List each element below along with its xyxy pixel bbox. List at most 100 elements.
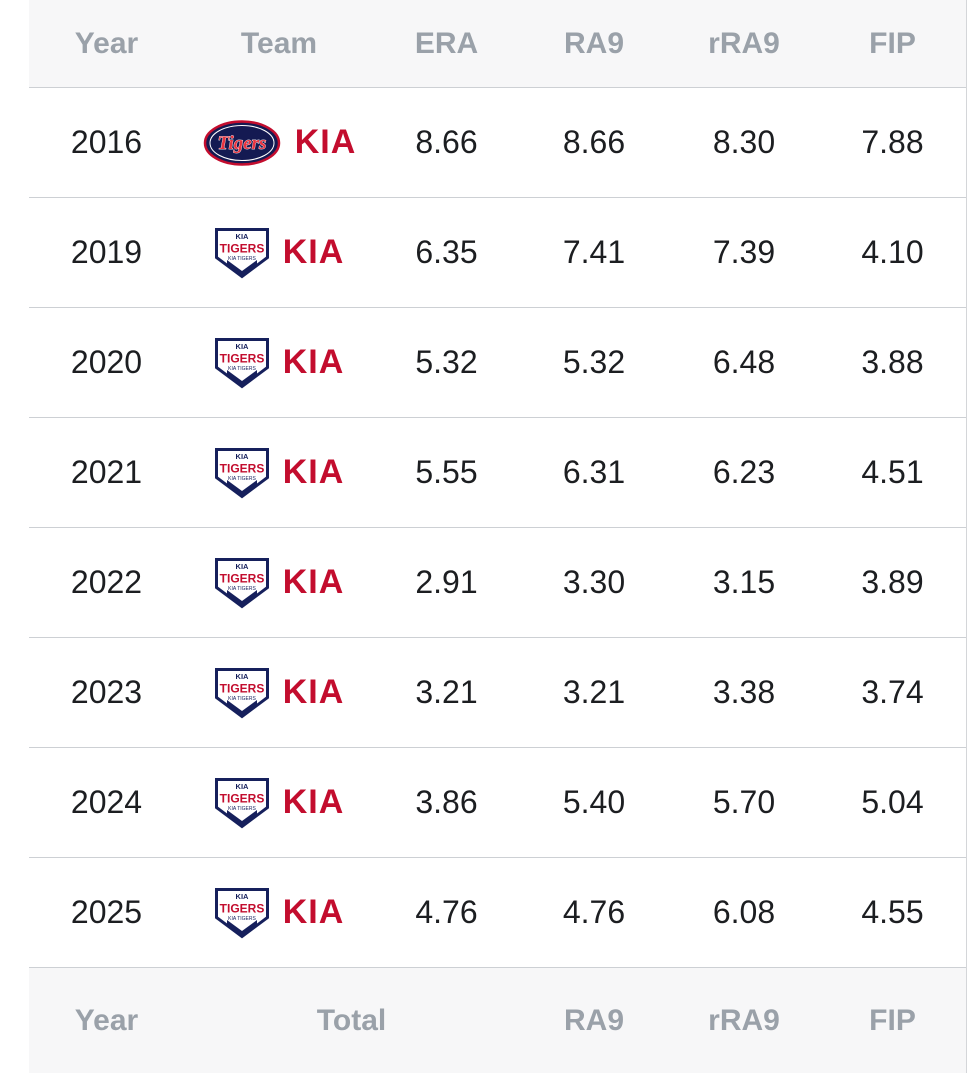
team-cell[interactable]: Tigers KIA TIGERS KIA TIGERS KIA (184, 667, 374, 719)
svg-text:TIGERS: TIGERS (219, 461, 264, 475)
team-name[interactable]: KIA (282, 343, 345, 381)
svg-text:TIGERS: TIGERS (219, 791, 264, 805)
header-era: ERA (414, 26, 479, 60)
era-cell: 4.76 (415, 894, 478, 930)
table-row: 2016 Tigers KIA TIGERS KIA TIGERS (29, 88, 966, 198)
header-rra9: rRA9 (708, 26, 780, 60)
header-team: Team (240, 26, 318, 60)
tigers-shield-logo-icon: KIA TIGERS KIA TIGERS (214, 667, 270, 719)
team-name[interactable]: KIA (282, 893, 345, 931)
tigers-shield-logo-icon: KIA TIGERS KIA TIGERS (214, 777, 270, 829)
fip-cell: 4.10 (861, 234, 924, 270)
era-cell: 3.86 (415, 784, 478, 820)
era-cell: 8.66 (415, 124, 478, 160)
team-name[interactable]: KIA (282, 453, 345, 491)
svg-text:Tigers: Tigers (217, 133, 266, 154)
year-cell: 2025 (70, 894, 143, 930)
ra9-cell: 8.66 (562, 124, 626, 160)
header-year: Year (74, 26, 139, 60)
team-cell[interactable]: Tigers KIA TIGERS KIA TIGERS KIA (184, 119, 374, 167)
svg-text:TIGERS: TIGERS (219, 351, 264, 365)
rra9-cell: 6.48 (712, 344, 776, 380)
team-cell[interactable]: Tigers KIA TIGERS KIA TIGERS KIA (184, 557, 374, 609)
ra9-cell: 3.21 (562, 674, 626, 710)
footer-total: Total (316, 1003, 387, 1037)
team-cell[interactable]: Tigers KIA TIGERS KIA TIGERS KIA (184, 887, 374, 939)
svg-text:TIGERS: TIGERS (219, 901, 264, 915)
ra9-cell: 4.76 (562, 894, 626, 930)
table-row: 2022 Tigers KIA TIGERS KIA TIGERS (29, 528, 966, 638)
table-row: 2019 Tigers KIA TIGERS KIA TIGERS (29, 198, 966, 308)
footer-ra9: RA9 (563, 1003, 624, 1037)
rra9-cell: 3.15 (712, 564, 776, 600)
ra9-cell: 5.32 (562, 344, 626, 380)
table-row: 2023 Tigers KIA TIGERS KIA TIGERS (29, 638, 966, 748)
rra9-cell: 6.23 (712, 454, 776, 490)
tigers-shield-logo-icon: KIA TIGERS KIA TIGERS (214, 227, 270, 279)
year-cell: 2020 (70, 344, 143, 380)
era-cell: 2.91 (415, 564, 478, 600)
year-cell: 2023 (70, 674, 143, 710)
svg-text:TIGERS: TIGERS (219, 571, 264, 585)
svg-text:KIA: KIA (235, 562, 249, 571)
svg-text:KIA TIGERS: KIA TIGERS (228, 586, 256, 592)
era-cell: 5.55 (415, 454, 478, 490)
team-name[interactable]: KIA (294, 123, 357, 161)
ra9-cell: 3.30 (562, 564, 626, 600)
year-cell: 2022 (70, 564, 143, 600)
footer-rra9: rRA9 (708, 1003, 780, 1037)
era-cell: 6.35 (415, 234, 478, 270)
rra9-cell: 5.70 (712, 784, 776, 820)
era-cell: 5.32 (415, 344, 478, 380)
tigers-shield-logo-icon: KIA TIGERS KIA TIGERS (214, 337, 270, 389)
tigers-shield-logo-icon: KIA TIGERS KIA TIGERS (214, 447, 270, 499)
era-cell: 3.21 (415, 674, 478, 710)
year-cell: 2016 (70, 124, 143, 160)
table-footer: Year Total RA9 rRA9 FIP (29, 968, 966, 1073)
fip-cell: 3.89 (861, 564, 924, 600)
fip-cell: 7.88 (861, 124, 924, 160)
svg-text:KIA: KIA (235, 452, 249, 461)
table-row: 2025 Tigers KIA TIGERS KIA TIGERS (29, 858, 966, 968)
fip-cell: 3.88 (861, 344, 924, 380)
svg-text:KIA TIGERS: KIA TIGERS (228, 806, 256, 812)
svg-text:TIGERS: TIGERS (219, 681, 264, 695)
svg-text:KIA TIGERS: KIA TIGERS (228, 916, 256, 922)
table-body: 2016 Tigers KIA TIGERS KIA TIGERS (29, 88, 966, 968)
svg-text:KIA: KIA (235, 232, 249, 241)
pitcher-yearly-stats-table: Year Team ERA RA9 rRA9 FIP 2016 Tigers (29, 0, 967, 1073)
year-cell: 2021 (70, 454, 143, 490)
fip-cell: 4.51 (861, 454, 924, 490)
svg-text:KIA: KIA (235, 782, 249, 791)
header-fip: FIP (869, 26, 916, 60)
team-name[interactable]: KIA (282, 783, 345, 821)
team-cell[interactable]: Tigers KIA TIGERS KIA TIGERS KIA (184, 337, 374, 389)
fip-cell: 4.55 (861, 894, 924, 930)
ra9-cell: 7.41 (562, 234, 626, 270)
fip-cell: 3.74 (861, 674, 924, 710)
header-ra9: RA9 (563, 26, 624, 60)
svg-text:KIA TIGERS: KIA TIGERS (228, 256, 256, 262)
table-row: 2024 Tigers KIA TIGERS KIA TIGERS (29, 748, 966, 858)
team-cell[interactable]: Tigers KIA TIGERS KIA TIGERS KIA (184, 227, 374, 279)
rra9-cell: 8.30 (712, 124, 776, 160)
table-header: Year Team ERA RA9 rRA9 FIP (29, 0, 966, 88)
svg-text:KIA TIGERS: KIA TIGERS (228, 476, 256, 482)
rra9-cell: 3.38 (712, 674, 776, 710)
footer-year: Year (74, 1003, 139, 1037)
team-name[interactable]: KIA (282, 673, 345, 711)
table-row: 2021 Tigers KIA TIGERS KIA TIGERS (29, 418, 966, 528)
svg-text:KIA: KIA (235, 672, 249, 681)
team-name[interactable]: KIA (282, 563, 345, 601)
team-name[interactable]: KIA (282, 233, 345, 271)
year-cell: 2024 (70, 784, 143, 820)
tigers-shield-logo-icon: KIA TIGERS KIA TIGERS (214, 887, 270, 939)
svg-text:KIA TIGERS: KIA TIGERS (228, 696, 256, 702)
rra9-cell: 7.39 (712, 234, 776, 270)
team-cell[interactable]: Tigers KIA TIGERS KIA TIGERS KIA (184, 777, 374, 829)
tigers-oval-logo-icon: Tigers (202, 119, 282, 167)
ra9-cell: 6.31 (562, 454, 626, 490)
team-cell[interactable]: Tigers KIA TIGERS KIA TIGERS KIA (184, 447, 374, 499)
ra9-cell: 5.40 (562, 784, 626, 820)
svg-text:KIA: KIA (235, 342, 249, 351)
